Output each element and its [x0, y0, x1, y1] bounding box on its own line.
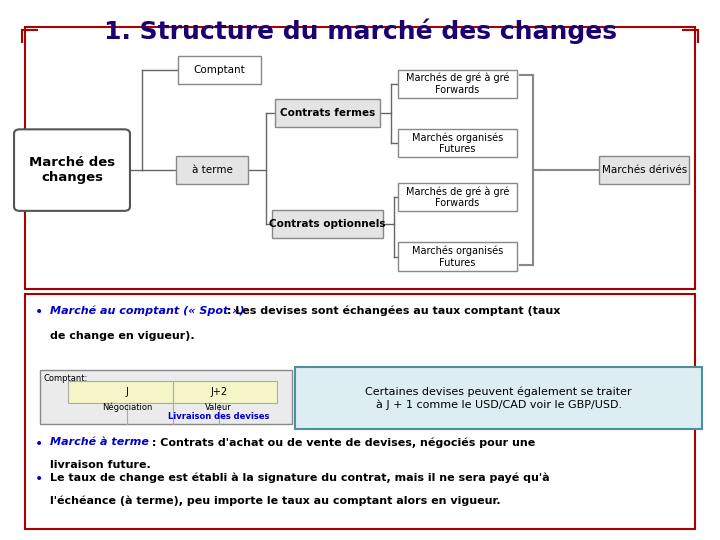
Bar: [40, 370, 292, 424]
Text: Livraison des devises: Livraison des devises: [168, 413, 269, 421]
Text: Marchés organisés
Futures: Marchés organisés Futures: [412, 246, 503, 267]
Bar: [176, 156, 248, 184]
Text: Marché au comptant (« Spot »): Marché au comptant (« Spot »): [50, 305, 245, 315]
Bar: [397, 183, 517, 211]
Text: Marchés dérivés: Marchés dérivés: [602, 165, 687, 175]
Text: : Contrats d'achat ou de vente de devises, négociés pour une: : Contrats d'achat ou de vente de devise…: [148, 437, 535, 448]
Bar: [599, 156, 690, 184]
Bar: [68, 381, 277, 403]
Text: J: J: [125, 387, 128, 397]
Bar: [397, 70, 517, 98]
Text: Marché des
changes: Marché des changes: [29, 156, 115, 184]
Text: : Les devises sont échangées au taux comptant (taux: : Les devises sont échangées au taux com…: [223, 305, 561, 315]
Text: Marché à terme: Marché à terme: [50, 437, 149, 448]
Bar: [25, 294, 695, 529]
Text: Contrats optionnels: Contrats optionnels: [269, 219, 386, 229]
Text: 1. Structure du marché des changes: 1. Structure du marché des changes: [104, 19, 616, 44]
Text: livraison future.: livraison future.: [50, 460, 151, 470]
Text: Négociation: Négociation: [102, 403, 152, 413]
Bar: [25, 27, 695, 289]
Text: J+2: J+2: [210, 387, 228, 397]
Text: •: •: [35, 437, 42, 451]
Text: Marchés de gré à gré
Forwards: Marchés de gré à gré Forwards: [405, 73, 509, 94]
Text: Le taux de change est établi à la signature du contrat, mais il ne sera payé qu': Le taux de change est établi à la signat…: [50, 472, 550, 483]
Text: Comptant: Comptant: [194, 65, 246, 75]
Bar: [275, 99, 380, 127]
Bar: [179, 56, 261, 84]
Bar: [397, 242, 517, 271]
Text: de change en vigueur).: de change en vigueur).: [50, 331, 195, 341]
Bar: [272, 210, 383, 238]
Text: •: •: [35, 472, 42, 487]
Text: Comptant:: Comptant:: [44, 374, 88, 383]
Text: Contrats fermes: Contrats fermes: [280, 109, 375, 118]
Text: l'échéance (à terme), peu importe le taux au comptant alors en vigueur.: l'échéance (à terme), peu importe le tau…: [50, 495, 501, 505]
Text: Certaines devises peuvent également se traiter
à J + 1 comme le USD/CAD voir le : Certaines devises peuvent également se t…: [365, 387, 632, 410]
Text: •: •: [35, 305, 42, 319]
Text: Marchés de gré à gré
Forwards: Marchés de gré à gré Forwards: [405, 186, 509, 208]
Text: à terme: à terme: [192, 165, 233, 175]
Bar: [295, 367, 702, 429]
Bar: [397, 129, 517, 157]
FancyBboxPatch shape: [14, 129, 130, 211]
Text: Valeur: Valeur: [205, 403, 232, 413]
Text: Marchés organisés
Futures: Marchés organisés Futures: [412, 132, 503, 154]
